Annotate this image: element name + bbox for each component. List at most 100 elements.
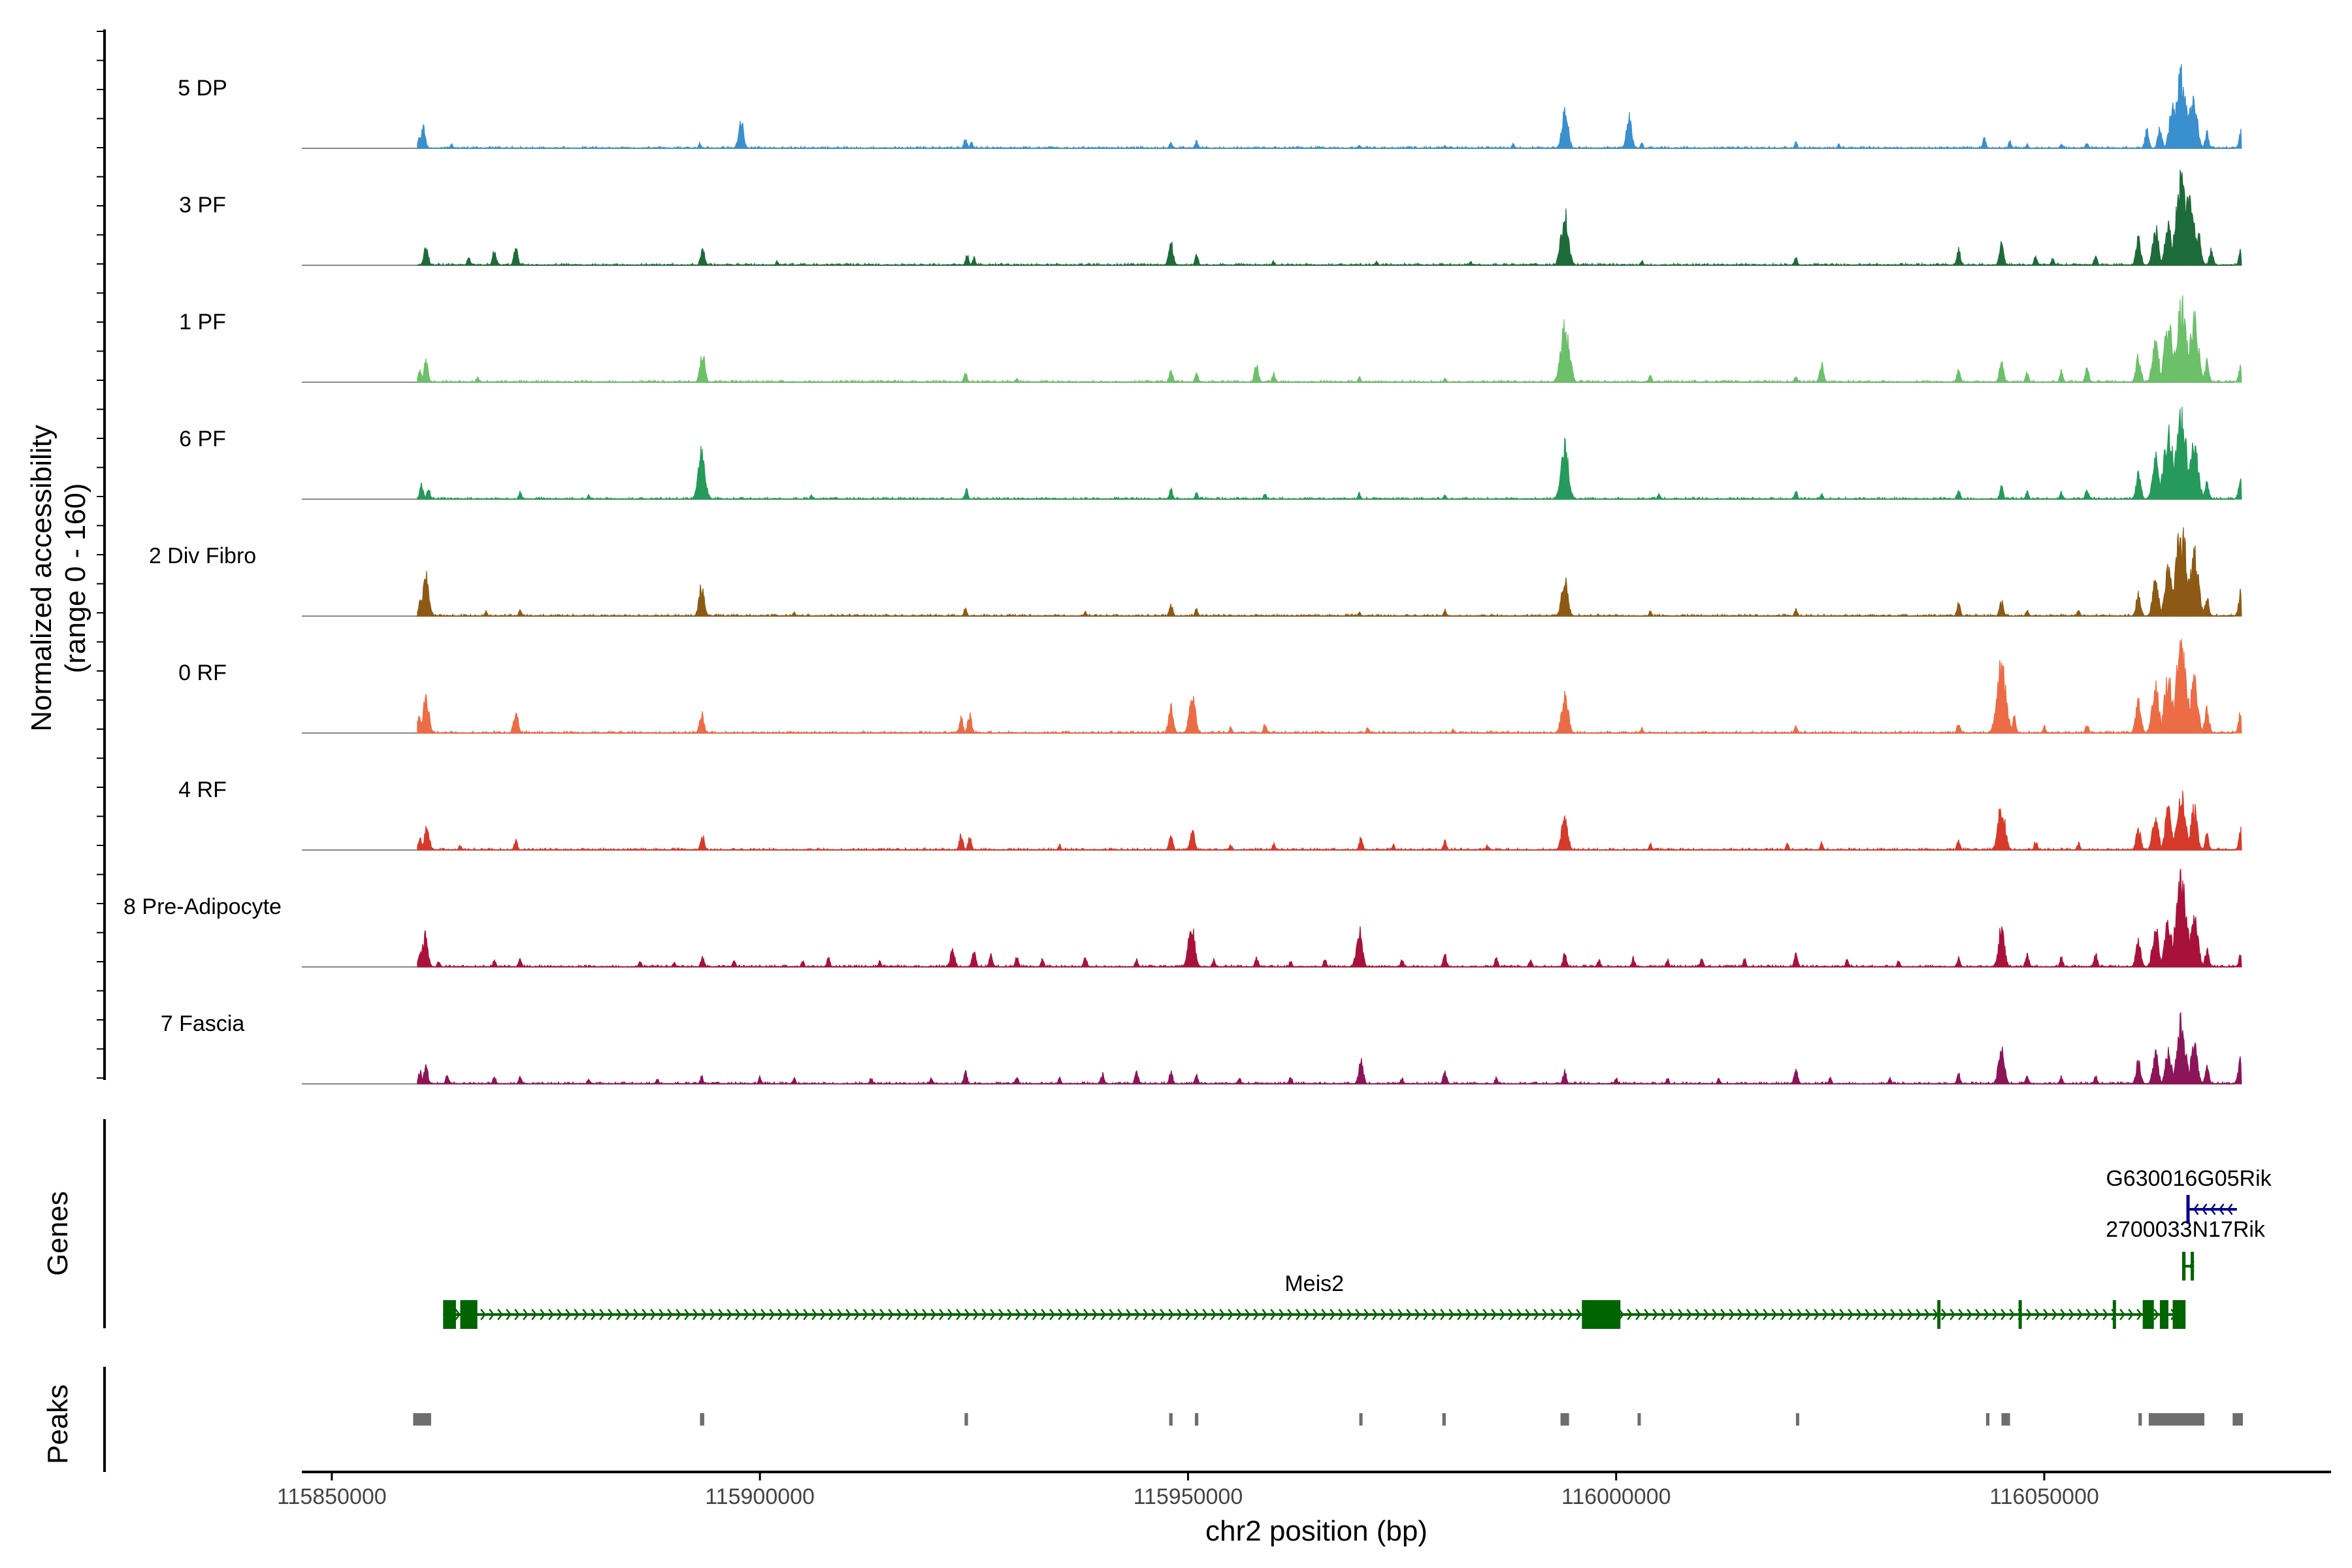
strand-arrow	[1474, 1309, 1480, 1320]
strand-arrow	[2153, 1309, 2159, 1320]
strand-arrow	[1805, 1309, 1811, 1320]
coverage-area	[417, 527, 2242, 617]
strand-arrow	[1712, 1309, 1718, 1320]
strand-arrow	[947, 1309, 953, 1320]
strand-arrow	[2077, 1309, 2083, 1320]
strand-arrow	[1941, 1309, 1947, 1320]
strand-arrow	[1372, 1309, 1378, 1320]
strand-arrow	[1720, 1309, 1726, 1320]
coverage-track: 0 RF	[178, 639, 2242, 734]
strand-arrow	[990, 1309, 996, 1320]
strand-arrow	[1907, 1309, 1913, 1320]
strand-arrow	[1729, 1309, 1735, 1320]
strand-arrow	[2201, 1203, 2208, 1215]
strand-arrow	[1389, 1309, 1395, 1320]
strand-arrow	[1754, 1309, 1760, 1320]
strand-arrow	[939, 1309, 945, 1320]
strand-arrow	[956, 1309, 962, 1320]
strand-arrow	[1465, 1309, 1471, 1320]
exon	[1582, 1300, 1621, 1329]
strand-arrow	[2001, 1309, 2006, 1320]
gene-label: 2700033N17Rik	[2106, 1217, 2266, 1242]
track-label: 3 PF	[179, 193, 226, 218]
strand-arrow	[625, 1309, 630, 1320]
strand-arrow	[1686, 1309, 1692, 1320]
strand-arrow	[1746, 1309, 1752, 1320]
strand-arrow	[1253, 1309, 1259, 1320]
strand-arrow	[710, 1309, 715, 1320]
peaks-track	[103, 1367, 2244, 1472]
strand-arrow	[760, 1309, 766, 1320]
strand-arrow	[1423, 1309, 1429, 1320]
track-label: 0 RF	[178, 661, 227, 685]
strand-arrow	[1313, 1309, 1318, 1320]
strand-arrow	[1024, 1309, 1030, 1320]
strand-arrow	[1032, 1309, 1038, 1320]
strand-arrow	[557, 1309, 563, 1320]
gene-label: G630016G05Rik	[2106, 1166, 2272, 1191]
x-axis: 115850000 115900000 115950000 116000000 1160…	[277, 1471, 2331, 1509]
strand-arrow	[1440, 1309, 1446, 1320]
strand-arrow	[896, 1309, 902, 1320]
exon	[2112, 1300, 2116, 1329]
exon	[2172, 1300, 2186, 1329]
coverage-track: 2 Div Fibro	[149, 527, 2242, 617]
strand-arrow	[1330, 1309, 1335, 1320]
coverage-track: 6 PF	[179, 406, 2242, 500]
strand-arrow	[523, 1309, 529, 1320]
strand-arrow	[1347, 1309, 1352, 1320]
strand-arrow	[1177, 1309, 1183, 1320]
exon	[2181, 1252, 2186, 1281]
exon	[460, 1300, 478, 1329]
strand-arrow	[1508, 1309, 1514, 1320]
strand-arrow	[811, 1309, 817, 1320]
gene-model: G630016G05Rik	[2106, 1166, 2272, 1224]
strand-arrow	[2128, 1309, 2134, 1320]
strand-arrow	[1406, 1309, 1412, 1320]
strand-arrow	[1211, 1309, 1217, 1320]
exon	[2186, 1195, 2190, 1224]
strand-arrow	[1041, 1309, 1047, 1320]
strand-arrow	[1542, 1309, 1548, 1320]
track-label: 1 PF	[179, 310, 226, 335]
coverage-track: 4 RF	[178, 777, 2242, 851]
strand-arrow	[565, 1309, 571, 1320]
coverage-track: 5 DP	[178, 64, 2242, 150]
exon	[2159, 1300, 2168, 1329]
strand-arrow	[1007, 1309, 1013, 1320]
strand-arrow	[1380, 1309, 1386, 1320]
coverage-track: 8 Pre-Adipocyte	[123, 868, 2242, 968]
strand-arrow	[455, 1309, 461, 1320]
strand-arrow	[1245, 1309, 1250, 1320]
strand-arrow	[1652, 1309, 1658, 1320]
strand-arrow	[803, 1309, 809, 1320]
coverage-area	[417, 406, 2242, 500]
strand-arrow	[1499, 1309, 1505, 1320]
strand-arrow	[1321, 1309, 1327, 1320]
strand-arrow	[1559, 1309, 1565, 1320]
strand-arrow	[1703, 1309, 1709, 1320]
strand-arrow	[964, 1309, 970, 1320]
strand-arrow	[1262, 1309, 1267, 1320]
strand-arrow	[650, 1309, 656, 1320]
strand-arrow	[1185, 1309, 1191, 1320]
gene-label: Meis2	[1284, 1271, 1344, 1296]
strand-arrow	[871, 1309, 877, 1320]
coverage-area	[417, 868, 2242, 968]
strand-arrow	[1228, 1309, 1233, 1320]
peak-region	[2138, 1413, 2142, 1426]
strand-arrow	[854, 1309, 860, 1320]
strand-arrow	[1695, 1309, 1701, 1320]
strand-arrow	[1890, 1309, 1896, 1320]
exon	[2191, 1252, 2195, 1281]
strand-arrow	[1865, 1309, 1870, 1320]
strand-arrow	[981, 1309, 987, 1320]
strand-arrow	[786, 1309, 792, 1320]
strand-arrow	[642, 1309, 647, 1320]
strand-arrow	[489, 1309, 495, 1320]
strand-arrow	[1916, 1309, 1921, 1320]
track-label: 7 Fascia	[161, 1011, 245, 1036]
strand-arrow	[1083, 1309, 1089, 1320]
strand-arrow	[1627, 1309, 1633, 1320]
